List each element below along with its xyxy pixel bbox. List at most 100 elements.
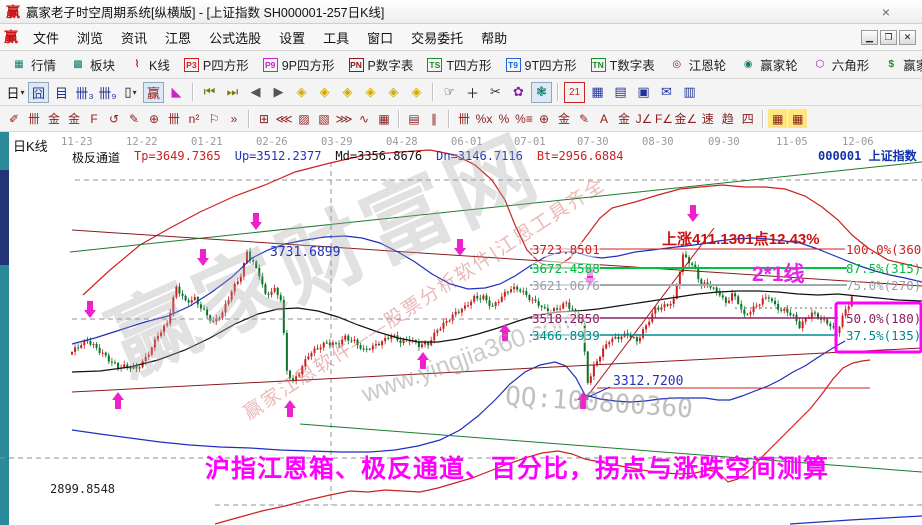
grid-gold2-icon[interactable]: ▦ [788, 109, 808, 128]
spiral-icon[interactable]: ↺ [108, 111, 120, 126]
note-doc-icon[interactable]: 目 [54, 85, 68, 101]
grid-gold-icon[interactable]: ▦ [768, 109, 788, 128]
toolbar-button-p9-square-icon[interactable]: P9 9P四方形 [256, 55, 342, 74]
menu-item-窗口[interactable]: 窗口 [367, 30, 394, 46]
gold-gann2-icon[interactable]: 金 [67, 112, 80, 126]
toolbar-button-sector-blocks-icon[interactable]: ▩ 板块 [63, 55, 122, 74]
speed-angle-icon[interactable]: 速 [701, 112, 714, 126]
toolbar-button-t-number-icon[interactable]: TN T数字表 [584, 55, 662, 74]
pct-lines-icon[interactable]: %≡ [515, 111, 533, 126]
a-lines-icon[interactable]: A [599, 111, 608, 126]
winner-box-icon[interactable]: 赢 [143, 81, 164, 103]
toolbar-button-gann-wheel-icon[interactable]: ◎ 江恩轮 [662, 55, 734, 74]
gann-lines-icon[interactable]: 卌 [27, 112, 40, 126]
toolbar-button-quotes-grid-icon[interactable]: ▦ 行情 [4, 55, 63, 74]
menu-item-浏览[interactable]: 浏览 [77, 30, 104, 46]
toolbar-button-t9-square-icon[interactable]: T9 9T四方形 [499, 55, 584, 74]
box-fan-icon[interactable]: ▨ [298, 111, 310, 126]
save-icon[interactable]: ▣ [637, 84, 650, 99]
gold-circle-icon[interactable]: ⊕ [538, 111, 550, 126]
hand-icon[interactable]: ☞ [443, 84, 456, 99]
flower-tool-icon[interactable]: ✿ [513, 84, 524, 99]
p-square-icon: P3 [183, 57, 199, 72]
toolbar-button-kline-icon[interactable]: ⌇ K线 [122, 55, 177, 74]
toolbar-button-hexagon-icon[interactable]: ⬡ 六角形 [805, 55, 877, 74]
grid-icon[interactable]: ▦ [378, 111, 390, 126]
scissors-icon[interactable]: ✂ [490, 84, 501, 99]
trend-angle-icon[interactable]: 趋 [721, 112, 734, 126]
pct-x-icon[interactable]: %x [475, 111, 493, 126]
menu-item-江恩[interactable]: 江恩 [165, 30, 192, 46]
minimize-icon[interactable]: ▁ [861, 29, 878, 45]
pencil-icon[interactable]: ✐ [8, 111, 20, 126]
close-child-icon[interactable]: ✕ [899, 29, 916, 45]
bars-icon[interactable]: 卌 [457, 112, 470, 126]
diamond-plus-icon[interactable]: ◈ [388, 84, 399, 99]
toolbar-button-service-dollar-icon[interactable]: $ 赢家服务 [876, 55, 922, 74]
restore-icon[interactable]: ❐ [880, 29, 897, 45]
menu-item-工具[interactable]: 工具 [323, 30, 350, 46]
diamond-x-icon[interactable]: ◈ [365, 84, 376, 99]
n-square-icon[interactable]: n² [188, 111, 200, 126]
time-lines-icon[interactable]: 卌 [167, 112, 180, 126]
toolbar-button-t-square-icon[interactable]: TS T四方形 [420, 55, 498, 74]
next-bar-icon[interactable]: ▶ [273, 84, 284, 99]
diamond-all-icon[interactable]: ◈ [411, 84, 422, 99]
chevron-down-icon: ▾ [20, 87, 25, 97]
parallel-icon[interactable]: ∥ [431, 111, 437, 126]
bars3-icon[interactable]: 卌₃ [75, 85, 94, 101]
candle-dropdown[interactable]: ▯ ▾ [124, 84, 137, 99]
color-flag-icon[interactable]: ◣ [171, 84, 182, 99]
zigzag-icon[interactable]: ∿ [358, 111, 370, 126]
circle-gann-icon[interactable]: ⊕ [148, 111, 160, 126]
toolbar-separator [192, 83, 194, 101]
diamond-left-icon[interactable]: ◈ [296, 84, 307, 99]
grid2-icon[interactable]: ▤ [408, 111, 420, 126]
toolbar-separator [432, 83, 434, 101]
crosshair-icon[interactable]: ＋ [465, 85, 479, 101]
close-icon[interactable]: × [881, 3, 890, 20]
calendar-icon[interactable]: 21 [564, 81, 585, 103]
more-chevron-icon[interactable]: » [230, 111, 238, 126]
period-day-dropdown[interactable]: 日 ▾ [6, 85, 25, 101]
menu-item-设置[interactable]: 设置 [279, 30, 306, 46]
bars9-icon[interactable]: 卌₉ [98, 85, 117, 101]
notepad-icon[interactable]: ▤ [614, 84, 627, 99]
calculator-icon[interactable]: ▦ [591, 84, 604, 99]
kline-chart-area[interactable] [0, 132, 922, 525]
gold-gann-icon[interactable]: 金 [47, 112, 60, 126]
gold-angle-icon[interactable]: 金∠ [674, 112, 698, 126]
printer-icon[interactable]: ▥ [683, 84, 696, 99]
diamond-right-icon[interactable]: ◈ [319, 84, 330, 99]
brush-icon[interactable]: ✎ [128, 111, 140, 126]
menu-item-文件[interactable]: 文件 [33, 30, 60, 46]
flag-icon[interactable]: ⚐ [208, 111, 220, 126]
toolbar-button-p-square-icon[interactable]: P3 P四方形 [177, 55, 256, 74]
four-angle-icon[interactable]: 四 [741, 112, 754, 126]
date-tick-12-22: 12-22 [126, 136, 158, 148]
gold-icon[interactable]: 金 [617, 112, 630, 126]
box-fan2-icon[interactable]: ▧ [318, 111, 330, 126]
mask-window-icon[interactable]: 囧 [28, 81, 49, 103]
brain-tool-icon[interactable]: ❃ [531, 81, 552, 103]
gold-lines-icon[interactable]: 金 [557, 112, 570, 126]
percent-icon[interactable]: % [498, 111, 510, 126]
menu-item-资讯[interactable]: 资讯 [121, 30, 148, 46]
fan2-icon[interactable]: ⋙ [335, 111, 353, 126]
toolbar-button-p-number-icon[interactable]: PN P数字表 [342, 55, 421, 74]
toolbar-button-winner-wheel-icon[interactable]: ◉ 赢家轮 [733, 55, 805, 74]
pen-icon[interactable]: ✎ [578, 111, 590, 126]
menu-item-公式选股[interactable]: 公式选股 [209, 30, 262, 46]
first-bar-icon[interactable]: ⏮ [203, 84, 216, 99]
menu-item-帮助[interactable]: 帮助 [481, 30, 508, 46]
menu-item-交易委托[interactable]: 交易委托 [411, 30, 464, 46]
gann-box-icon[interactable]: ⊞ [258, 111, 270, 126]
f-angle-icon[interactable]: F∠ [654, 111, 674, 126]
prev-bar-icon[interactable]: ◀ [250, 84, 261, 99]
mail-icon[interactable]: ✉ [661, 84, 672, 99]
last-bar-icon[interactable]: ⏭ [226, 84, 239, 99]
f-lines-icon[interactable]: F [90, 111, 98, 126]
fan-icon[interactable]: ⋘ [275, 111, 293, 126]
j-angle-icon[interactable]: J∠ [635, 111, 653, 126]
diamond-h-icon[interactable]: ◈ [342, 84, 353, 99]
